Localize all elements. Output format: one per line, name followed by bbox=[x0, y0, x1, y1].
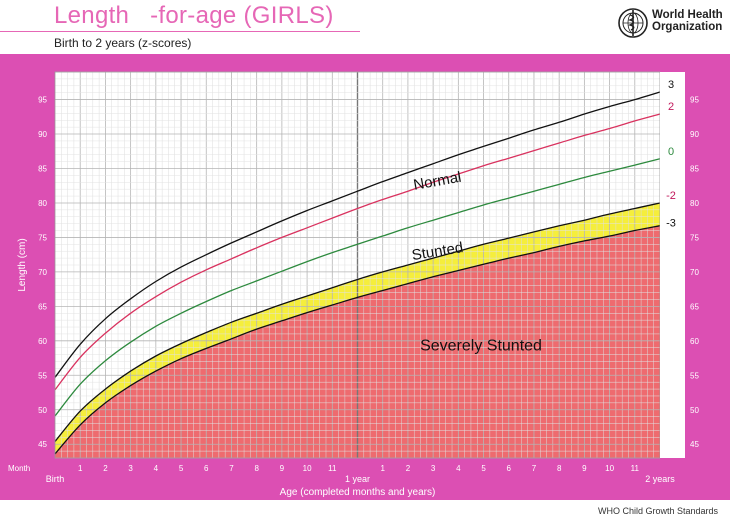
x-major-label: 1 year bbox=[345, 474, 370, 484]
series-line-z3 bbox=[54, 91, 661, 378]
x-axis-label: Age (completed months and years) bbox=[280, 487, 436, 498]
x-tick-label: 1 bbox=[78, 464, 83, 473]
x-tick-label: 2 bbox=[103, 464, 108, 473]
y-tick-label-left: 75 bbox=[38, 233, 47, 242]
x-tick-label: 6 bbox=[507, 464, 512, 473]
series-line-zminus3 bbox=[54, 225, 661, 455]
who-emblem-icon bbox=[618, 8, 648, 38]
title-divider bbox=[0, 31, 360, 32]
y-tick-label-right: 70 bbox=[690, 268, 699, 277]
x-tick-label: 10 bbox=[605, 464, 614, 473]
y-tick-label-right: 85 bbox=[690, 165, 699, 174]
x-tick-label: 5 bbox=[481, 464, 486, 473]
chart-subtitle: Birth to 2 years (z-scores) bbox=[54, 36, 192, 50]
y-tick-label-right: 80 bbox=[690, 199, 699, 208]
x-tick-label: 11 bbox=[328, 464, 337, 473]
y-tick-label-right: 90 bbox=[690, 130, 699, 139]
x-tick-label: 11 bbox=[631, 464, 640, 473]
x-major-label: 2 years bbox=[645, 474, 675, 484]
x-tick-label: 7 bbox=[532, 464, 537, 473]
region-annotation: Severely Stunted bbox=[420, 337, 542, 354]
y-tick-label-left: 50 bbox=[38, 406, 47, 415]
source-note: WHO Child Growth Standards bbox=[597, 506, 718, 516]
x-tick-label: 9 bbox=[582, 464, 587, 473]
organization-name-line1: World Health bbox=[652, 9, 723, 21]
series-line-z0 bbox=[54, 158, 661, 417]
y-tick-label-left: 90 bbox=[38, 130, 47, 139]
right-label-strip bbox=[660, 72, 685, 458]
series-line-zminus2 bbox=[54, 202, 661, 442]
organization-name-line2: Organization bbox=[652, 21, 723, 33]
stunted-band bbox=[55, 203, 660, 454]
x-tick-label: 4 bbox=[154, 464, 159, 473]
organization-name: World Health Organization bbox=[652, 9, 730, 33]
y-tick-label-left: 45 bbox=[38, 440, 47, 449]
y-tick-label-left: 70 bbox=[38, 268, 47, 277]
y-tick-label-right: 60 bbox=[690, 337, 699, 346]
y-tick-label-right: 75 bbox=[690, 233, 699, 242]
x-tick-label: 5 bbox=[179, 464, 184, 473]
x-tick-label: 3 bbox=[431, 464, 436, 473]
y-tick-label-right: 55 bbox=[690, 371, 699, 380]
y-tick-label-right: 50 bbox=[690, 406, 699, 415]
x-axis-corner-label: Month bbox=[8, 464, 30, 473]
x-tick-label: 4 bbox=[456, 464, 461, 473]
x-tick-label: 8 bbox=[557, 464, 562, 473]
y-tick-label-right: 65 bbox=[690, 302, 699, 311]
y-tick-label-left: 95 bbox=[38, 96, 47, 105]
series-label: 2 bbox=[668, 101, 674, 113]
y-axis-label: Length (cm) bbox=[17, 238, 28, 291]
series-label: -2 bbox=[666, 190, 676, 202]
x-tick-label: 2 bbox=[406, 464, 411, 473]
y-tick-label-left: 65 bbox=[38, 302, 47, 311]
x-tick-label: 7 bbox=[229, 464, 234, 473]
chart-title: Length -for-age (GIRLS) bbox=[54, 2, 334, 29]
y-tick-label-left: 55 bbox=[38, 371, 47, 380]
y-tick-label-right: 45 bbox=[690, 440, 699, 449]
y-tick-label-left: 60 bbox=[38, 337, 47, 346]
x-tick-label: 1 bbox=[380, 464, 385, 473]
series-label: 3 bbox=[668, 79, 674, 91]
x-major-label: Birth bbox=[46, 474, 65, 484]
x-tick-label: 8 bbox=[254, 464, 259, 473]
y-tick-label-right: 95 bbox=[690, 96, 699, 105]
x-tick-label: 6 bbox=[204, 464, 209, 473]
y-tick-label-left: 80 bbox=[38, 199, 47, 208]
x-tick-label: 3 bbox=[128, 464, 133, 473]
y-tick-label-left: 85 bbox=[38, 165, 47, 174]
series-label: -3 bbox=[666, 218, 676, 230]
series-label: 0 bbox=[668, 146, 674, 158]
x-tick-label: 10 bbox=[303, 464, 312, 473]
x-tick-label: 9 bbox=[280, 464, 285, 473]
series-line-z2 bbox=[54, 113, 661, 391]
